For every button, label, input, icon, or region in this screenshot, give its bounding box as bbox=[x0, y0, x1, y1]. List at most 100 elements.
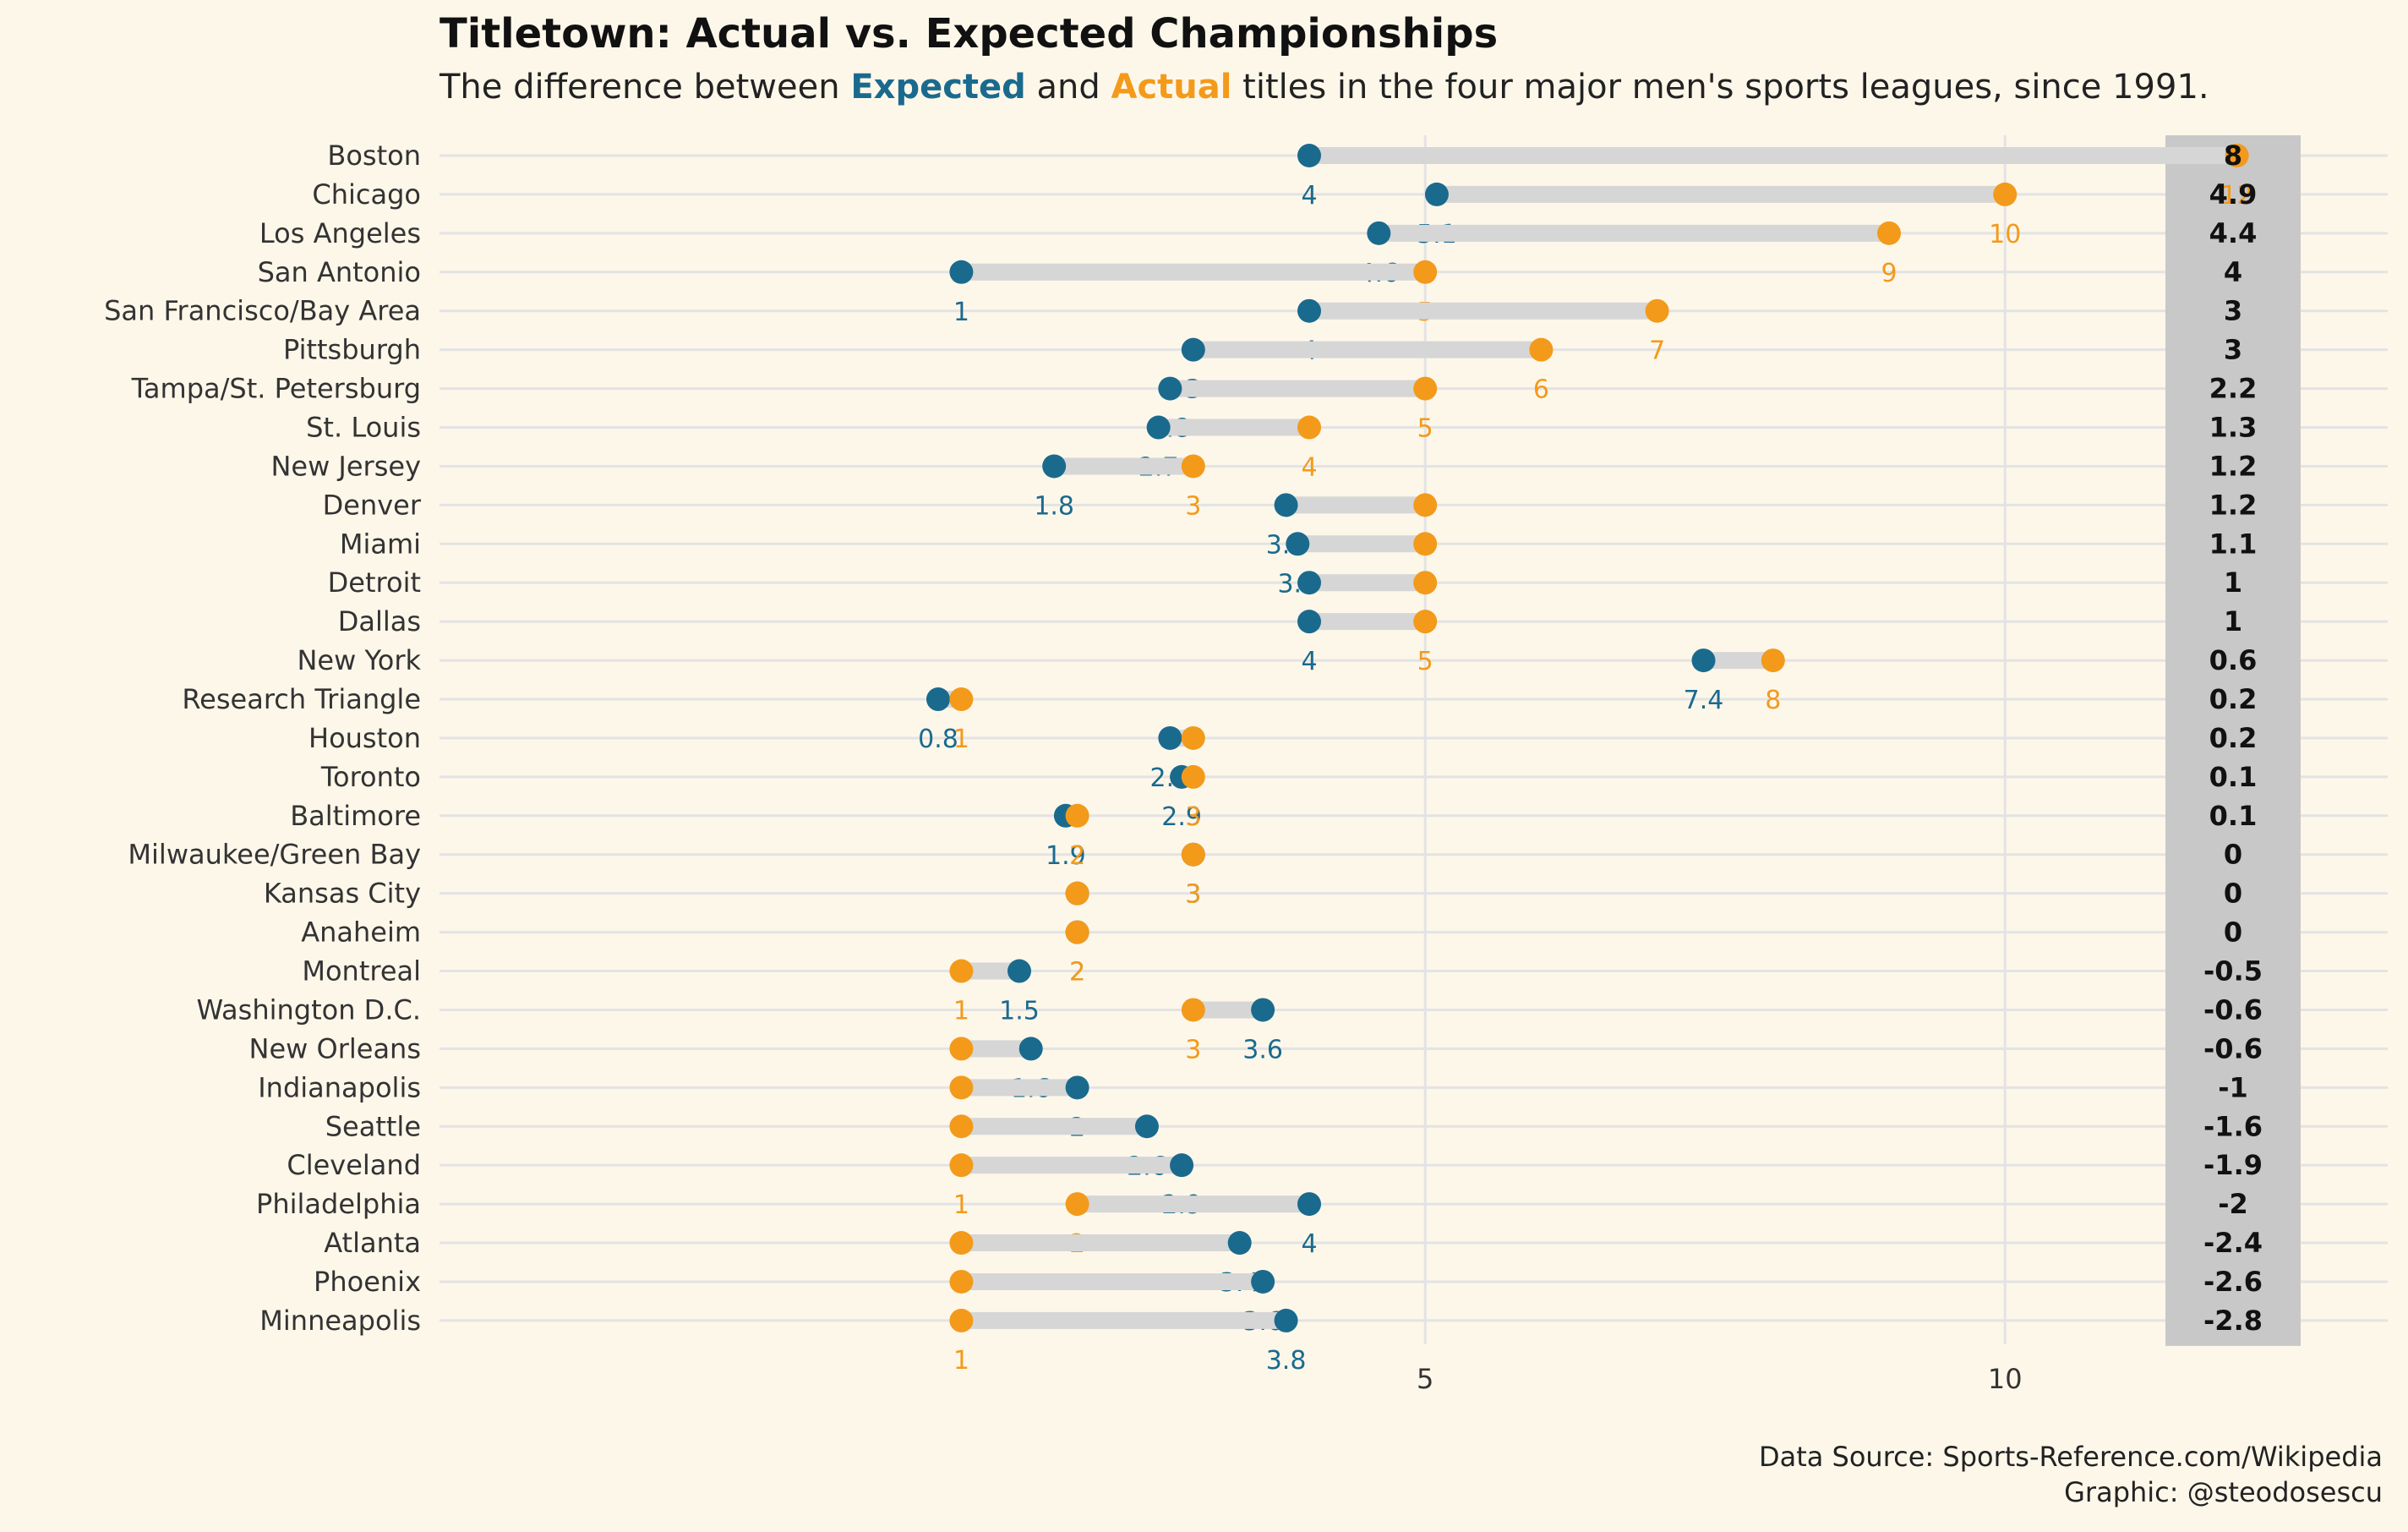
difference-value: 0.6 bbox=[2209, 644, 2258, 676]
actual-value-label: 4 bbox=[1301, 453, 1317, 483]
actual-point bbox=[1413, 493, 1438, 517]
expected-value-label: 4 bbox=[1301, 647, 1317, 676]
chart-subtitle: The difference between Expected and Actu… bbox=[440, 68, 2209, 107]
city-label: San Antonio bbox=[258, 256, 421, 288]
expected-point bbox=[926, 687, 950, 712]
actual-point bbox=[949, 1269, 974, 1294]
difference-value: 0 bbox=[2224, 878, 2242, 910]
expected-point bbox=[1297, 1192, 1322, 1217]
actual-point bbox=[1065, 881, 1089, 906]
expected-point bbox=[1251, 998, 1275, 1022]
caption-credit: Graphic: @steodosescu bbox=[2064, 1476, 2383, 1508]
expected-point bbox=[1297, 610, 1322, 634]
difference-value: 1.2 bbox=[2209, 450, 2258, 482]
actual-point bbox=[1297, 415, 1322, 440]
city-label: Tampa/St. Petersburg bbox=[131, 373, 421, 405]
actual-value-label: 9 bbox=[1881, 259, 1897, 288]
actual-point bbox=[949, 1153, 974, 1178]
actual-value-label: 3 bbox=[1185, 880, 1201, 910]
actual-value-label: 3 bbox=[1185, 1035, 1201, 1064]
difference-value: 2.2 bbox=[2209, 373, 2258, 405]
actual-point bbox=[1413, 610, 1438, 634]
expected-point bbox=[1367, 221, 1391, 245]
actual-point bbox=[1181, 842, 1205, 867]
city-label: Milwaukee/Green Bay bbox=[128, 839, 421, 871]
difference-value: 1.1 bbox=[2209, 528, 2258, 560]
city-label: Anaheim bbox=[301, 916, 421, 949]
actual-value-label: 5 bbox=[1417, 647, 1433, 676]
difference-value: 3 bbox=[2224, 295, 2242, 327]
expected-point bbox=[1158, 376, 1182, 401]
difference-value: -2 bbox=[2218, 1188, 2248, 1220]
expected-value-label: 1.5 bbox=[999, 997, 1040, 1026]
actual-value-label: 2 bbox=[1069, 841, 1085, 871]
actual-point bbox=[1065, 1192, 1089, 1217]
expected-value-label: 2 bbox=[1069, 958, 1085, 988]
city-label: Washington D.C. bbox=[196, 993, 421, 1026]
expected-point bbox=[1018, 1037, 1043, 1061]
city-label: Houston bbox=[309, 722, 421, 754]
city-label: Chicago bbox=[312, 178, 421, 211]
actual-point bbox=[1761, 648, 1785, 673]
actual-value-label: 3 bbox=[1185, 491, 1201, 521]
actual-point bbox=[1877, 221, 1902, 245]
difference-value: 1.3 bbox=[2209, 412, 2258, 444]
city-label: Research Triangle bbox=[182, 683, 421, 715]
expected-point bbox=[1158, 725, 1182, 750]
city-label: Cleveland bbox=[287, 1149, 421, 1181]
actual-point bbox=[1065, 920, 1089, 944]
actual-point bbox=[949, 959, 974, 983]
expected-point bbox=[949, 260, 974, 284]
actual-point bbox=[949, 1114, 974, 1139]
expected-value-label: 1.8 bbox=[1034, 491, 1074, 521]
actual-point bbox=[2225, 144, 2249, 167]
city-label: Boston bbox=[327, 140, 421, 172]
x-tick-label: 5 bbox=[1417, 1363, 1433, 1395]
difference-value: 4.4 bbox=[2209, 217, 2258, 249]
difference-value: -0.5 bbox=[2203, 955, 2263, 988]
city-label: Kansas City bbox=[264, 878, 421, 910]
actual-point bbox=[949, 1308, 974, 1332]
expected-point bbox=[1170, 1153, 1194, 1178]
difference-value: 0.1 bbox=[2209, 800, 2258, 832]
expected-point bbox=[1146, 415, 1171, 440]
city-label: Dallas bbox=[338, 605, 421, 637]
expected-value-label: 3.8 bbox=[1266, 1346, 1307, 1376]
subtitle-actual-word: Actual bbox=[1111, 68, 1232, 107]
difference-value: 0.2 bbox=[2209, 683, 2258, 715]
expected-value-label: 2.9 bbox=[1161, 802, 1202, 832]
difference-value: 1 bbox=[2224, 605, 2242, 637]
city-label: Seattle bbox=[325, 1110, 421, 1142]
subtitle-middle: and bbox=[1025, 68, 1111, 107]
actual-point bbox=[1181, 998, 1205, 1022]
expected-value-label: 0.8 bbox=[918, 725, 958, 754]
difference-value: 8 bbox=[2224, 140, 2242, 172]
difference-value: -2.8 bbox=[2203, 1305, 2263, 1337]
city-label: Miami bbox=[340, 528, 421, 560]
difference-value: 4.9 bbox=[2209, 178, 2258, 211]
expected-point bbox=[1042, 454, 1067, 479]
actual-point bbox=[949, 1231, 974, 1256]
difference-value: 0 bbox=[2224, 916, 2242, 949]
expected-point bbox=[1297, 298, 1322, 323]
expected-point bbox=[1274, 1308, 1298, 1332]
actual-point bbox=[1181, 454, 1205, 479]
actual-point bbox=[1645, 298, 1669, 323]
difference-value: 1.2 bbox=[2209, 489, 2258, 521]
actual-point bbox=[949, 1075, 974, 1100]
city-label: San Francisco/Bay Area bbox=[104, 295, 421, 327]
city-label: Baltimore bbox=[290, 800, 421, 832]
actual-point bbox=[949, 1037, 974, 1061]
actual-value-label: 12 bbox=[2221, 181, 2253, 211]
expected-value-label: 3 bbox=[1185, 880, 1201, 910]
actual-point bbox=[1993, 182, 2018, 206]
actual-value-label: 7 bbox=[1649, 336, 1665, 366]
expected-point bbox=[1227, 1231, 1252, 1256]
difference-value: -0.6 bbox=[2203, 1032, 2263, 1064]
actual-value-label: 8 bbox=[1765, 686, 1781, 715]
actual-value-label: 1 bbox=[953, 725, 969, 754]
actual-value-label: 2 bbox=[1069, 958, 1085, 988]
subtitle-expected-word: Expected bbox=[850, 68, 1026, 107]
caption-source: Data Source: Sports-Reference.com/Wikipe… bbox=[1758, 1441, 2383, 1473]
expected-point bbox=[1134, 1114, 1159, 1139]
